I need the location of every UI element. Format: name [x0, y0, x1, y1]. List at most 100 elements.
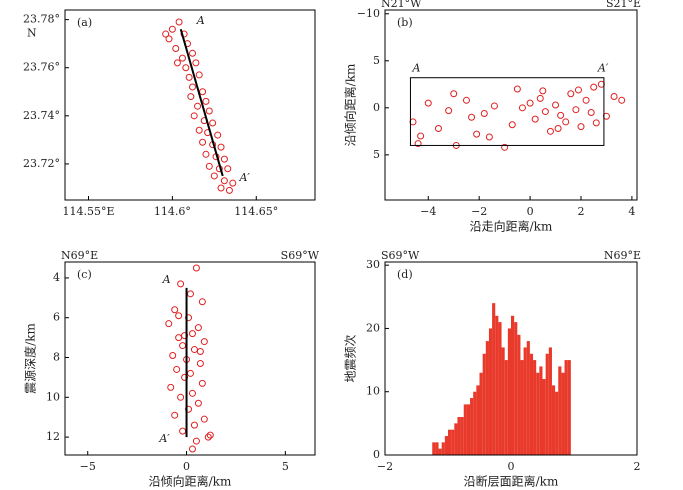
point — [225, 186, 233, 194]
point — [192, 437, 200, 445]
point — [165, 35, 173, 43]
point — [172, 44, 180, 52]
point — [200, 415, 208, 423]
x-tick-label: 114.6° — [154, 205, 191, 218]
bar — [466, 404, 471, 455]
point — [582, 96, 590, 104]
point — [198, 379, 206, 387]
point — [567, 90, 575, 98]
x-axis-label: 沿断层面距离/km — [464, 474, 559, 489]
point — [200, 338, 208, 346]
point — [526, 99, 534, 107]
corner-label: S69°W — [381, 249, 420, 262]
bar — [476, 385, 480, 455]
point — [450, 90, 458, 98]
point — [473, 130, 481, 138]
y-tick-label: 8 — [53, 351, 60, 364]
point — [196, 359, 204, 367]
point — [165, 320, 173, 328]
bar — [514, 322, 518, 455]
y-tick-label: 5 — [373, 54, 380, 67]
y-tick-label: 4 — [53, 271, 60, 284]
bar — [545, 353, 549, 455]
point — [186, 290, 194, 298]
point — [179, 342, 187, 350]
point — [173, 365, 181, 373]
bar — [526, 341, 530, 455]
profile-label: A — [162, 273, 171, 286]
y-tick-label: −10 — [357, 7, 380, 20]
point — [501, 143, 509, 151]
bar — [529, 353, 534, 455]
x-tick-label: 2 — [634, 460, 641, 473]
point — [204, 433, 212, 441]
point — [610, 93, 618, 101]
point — [177, 280, 185, 288]
point — [198, 298, 206, 306]
point — [188, 330, 196, 338]
y-tick-label: 10 — [366, 385, 380, 398]
x-tick-label: 114.55°E — [62, 205, 114, 218]
y-tick-label: 12 — [46, 430, 60, 443]
profile-label: A — [196, 14, 205, 27]
bar — [495, 315, 499, 455]
bar — [492, 303, 496, 455]
point — [199, 138, 207, 146]
bar — [448, 429, 452, 455]
y-tick-label: 23.76° — [23, 61, 60, 74]
point — [414, 140, 422, 148]
point — [618, 96, 626, 104]
bar — [536, 372, 540, 455]
point — [187, 93, 195, 101]
bar — [451, 429, 455, 455]
point — [554, 125, 562, 133]
x-tick-label: 4 — [628, 205, 635, 218]
bar — [441, 442, 445, 455]
bar — [542, 379, 546, 455]
panel-label: (d) — [397, 268, 413, 281]
bar — [479, 372, 483, 455]
x-tick-label: −4 — [420, 205, 436, 218]
point — [587, 109, 595, 117]
point — [220, 177, 228, 185]
y-tick-label: 0 — [373, 448, 380, 461]
x-axis-label: 沿倾向距离/km — [149, 474, 232, 489]
bar — [432, 442, 436, 455]
point — [189, 49, 197, 57]
point — [445, 107, 453, 115]
point — [171, 306, 179, 314]
point — [592, 119, 600, 127]
y-tick-label: 5 — [373, 148, 380, 161]
point — [181, 373, 189, 381]
point — [167, 383, 175, 391]
point — [169, 352, 177, 360]
bar — [444, 436, 448, 455]
point — [202, 150, 210, 158]
y-axis-label: 地震频次 — [344, 334, 358, 382]
point — [202, 97, 210, 105]
point — [190, 346, 198, 354]
point — [175, 18, 183, 26]
point — [182, 64, 190, 72]
point — [209, 119, 217, 127]
bar — [438, 448, 442, 455]
y-tick-label: 0 — [373, 101, 380, 114]
point — [190, 421, 198, 429]
bar — [533, 360, 537, 455]
axes-frame — [64, 9, 316, 201]
bar — [520, 360, 524, 455]
bar — [482, 353, 486, 455]
point — [188, 389, 196, 397]
point — [188, 445, 196, 453]
bar — [561, 372, 565, 455]
point — [518, 104, 526, 112]
point — [462, 96, 470, 104]
bar — [564, 360, 568, 455]
point — [185, 314, 193, 322]
point — [178, 54, 186, 62]
bar — [558, 366, 562, 455]
point — [562, 118, 570, 126]
point — [199, 88, 207, 96]
